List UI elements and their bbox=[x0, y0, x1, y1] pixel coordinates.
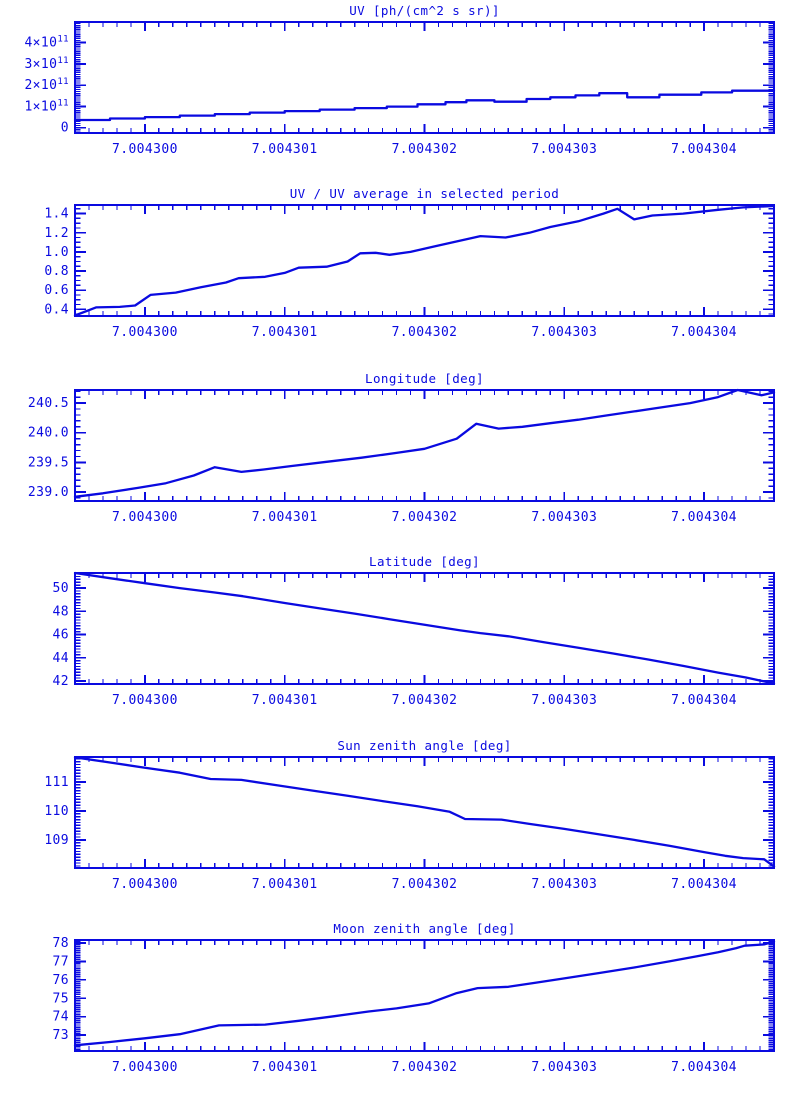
plot-title-sun-zenith: Sun zenith angle [deg] bbox=[337, 738, 512, 753]
y-tick-label: 76 bbox=[53, 973, 69, 988]
data-line bbox=[73, 571, 776, 685]
data-line bbox=[73, 940, 776, 1047]
plot-section-latitude: Latitude [deg] 7.004300 7.004301 7.004302 7… bbox=[0, 551, 800, 735]
x-tick-label: 7.004302 bbox=[392, 1060, 458, 1075]
y-tick-label: 239.5 bbox=[28, 455, 69, 470]
x-tick-label: 7.004302 bbox=[392, 693, 458, 708]
plot-section-uv-ratio: UV / UV average in selected period 7.004… bbox=[0, 183, 800, 367]
x-tick-label: 7.004300 bbox=[112, 510, 178, 525]
plot-title-longitude: Longitude [deg] bbox=[365, 371, 484, 386]
y-tick-label: 44 bbox=[53, 651, 69, 666]
y-tick-label: 1.4 bbox=[44, 207, 69, 222]
y-tick-label: 48 bbox=[53, 604, 69, 619]
y-tick-label: 74 bbox=[53, 1010, 69, 1025]
y-tick-label: 42 bbox=[53, 674, 69, 689]
x-tick-label: 7.004300 bbox=[112, 1060, 178, 1075]
y-tick-label: 75 bbox=[53, 991, 69, 1006]
data-line bbox=[73, 388, 776, 498]
y-tick-label: 0.6 bbox=[44, 283, 69, 298]
y-tick-label: 1.0 bbox=[44, 245, 69, 260]
plot-canvas-moon-zenith: 7.004300 7.004301 7.004302 7.004303 7.004304… bbox=[53, 936, 776, 1075]
plot-canvas-longitude: 7.004300 7.004301 7.004302 7.004303 7.004304… bbox=[28, 388, 776, 525]
x-tick-label: 7.004301 bbox=[252, 142, 318, 157]
y-tick-label: 78 bbox=[53, 936, 69, 951]
y-tick-label: 46 bbox=[53, 628, 69, 643]
y-tick-label: 2×1011 bbox=[24, 77, 69, 93]
y-tick-label: 0.4 bbox=[44, 302, 69, 317]
y-tick-label: 1.2 bbox=[44, 226, 69, 241]
x-tick-label: 7.004300 bbox=[112, 142, 178, 157]
x-tick-label: 7.004304 bbox=[671, 325, 737, 340]
x-tick-label: 7.004304 bbox=[671, 693, 737, 708]
plot-section-moon-zenith: Moon zenith angle [deg] 7.004300 7.004301… bbox=[0, 918, 800, 1102]
y-tick-label: 109 bbox=[44, 833, 69, 848]
plot-section-longitude: Longitude [deg] 7.004300 7.004301 7.004302… bbox=[0, 368, 800, 552]
y-tick-label: 240.0 bbox=[28, 426, 69, 441]
plot-title-uv-ratio: UV / UV average in selected period bbox=[289, 186, 560, 201]
x-tick-label: 7.004301 bbox=[252, 510, 318, 525]
x-tick-label: 7.004301 bbox=[252, 693, 318, 708]
x-tick-label: 7.004304 bbox=[671, 142, 737, 157]
y-tick-label: 73 bbox=[53, 1028, 69, 1043]
x-tick-label: 7.004303 bbox=[531, 693, 597, 708]
x-tick-label: 7.004300 bbox=[112, 693, 178, 708]
y-tick-label: 50 bbox=[53, 581, 69, 596]
data-line bbox=[73, 204, 776, 317]
x-tick-label: 7.004300 bbox=[112, 325, 178, 340]
x-tick-label: 7.004302 bbox=[392, 325, 458, 340]
plot-title-latitude: Latitude [deg] bbox=[369, 554, 480, 569]
plot-title-uv: UV [ph/(cm^2 s sr)] bbox=[349, 3, 500, 18]
x-tick-label: 7.004303 bbox=[531, 142, 597, 157]
x-tick-label: 7.004304 bbox=[671, 510, 737, 525]
plot-section-uv: UV [ph/(cm^2 s sr)] 7.004300 7.004301 7.00… bbox=[0, 0, 800, 184]
x-tick-label: 7.004303 bbox=[531, 877, 597, 892]
data-line bbox=[73, 756, 776, 868]
x-tick-label: 7.004302 bbox=[392, 510, 458, 525]
x-tick-label: 7.004303 bbox=[531, 1060, 597, 1075]
plot-canvas-uv-ratio: 7.004300 7.004301 7.004302 7.004303 7.004304… bbox=[44, 204, 776, 340]
x-tick-label: 7.004304 bbox=[671, 1060, 737, 1075]
x-tick-label: 7.004301 bbox=[252, 1060, 318, 1075]
y-tick-label: 0.8 bbox=[44, 264, 69, 279]
y-tick-label: 0 bbox=[61, 121, 69, 136]
y-tick-label: 110 bbox=[44, 804, 69, 819]
x-tick-label: 7.004301 bbox=[252, 877, 318, 892]
y-tick-label: 4×1011 bbox=[24, 35, 69, 51]
y-tick-label: 77 bbox=[53, 954, 69, 969]
y-tick-label: 240.5 bbox=[28, 396, 69, 411]
x-tick-label: 7.004303 bbox=[531, 325, 597, 340]
y-tick-label: 111 bbox=[44, 775, 69, 790]
y-tick-label: 1×1011 bbox=[24, 98, 69, 114]
x-tick-label: 7.004300 bbox=[112, 877, 178, 892]
plot-title-moon-zenith: Moon zenith angle [deg] bbox=[333, 921, 516, 936]
x-tick-label: 7.004303 bbox=[531, 510, 597, 525]
plot-canvas-uv: 7.004300 7.004301 7.004302 7.004303 7.004304… bbox=[24, 21, 776, 157]
data-line bbox=[73, 89, 776, 122]
x-tick-label: 7.004302 bbox=[392, 877, 458, 892]
plot-section-sun-zenith: Sun zenith angle [deg] 7.004300 7.004301 7… bbox=[0, 735, 800, 919]
plot-canvas-sun-zenith: 7.004300 7.004301 7.004302 7.004303 7.004304… bbox=[44, 756, 776, 892]
y-tick-label: 3×1011 bbox=[24, 56, 69, 72]
x-tick-label: 7.004302 bbox=[392, 142, 458, 157]
x-tick-label: 7.004301 bbox=[252, 325, 318, 340]
y-tick-label: 239.0 bbox=[28, 485, 69, 500]
x-tick-label: 7.004304 bbox=[671, 877, 737, 892]
plot-canvas-latitude: 7.004300 7.004301 7.004302 7.004303 7.004304… bbox=[53, 571, 776, 708]
